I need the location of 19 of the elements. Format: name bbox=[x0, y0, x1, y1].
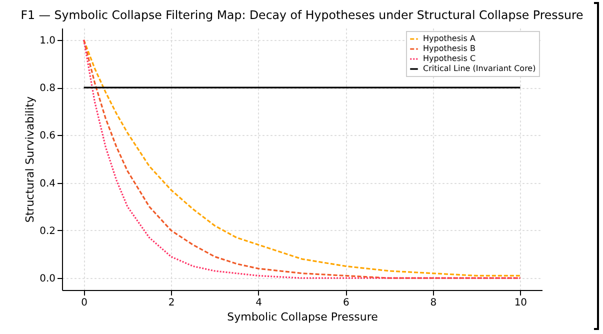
y-tick-label: 0.4 bbox=[40, 178, 56, 190]
y-tick-label: 1.0 bbox=[40, 35, 56, 46]
y-tick-label: 0.0 bbox=[40, 274, 56, 285]
y-tick-label: 0.6 bbox=[40, 130, 56, 142]
legend-label: Hypothesis A bbox=[423, 34, 476, 43]
y-axis-title: Structural Survivability bbox=[24, 96, 37, 223]
legend-label: Critical Line (Invariant Core) bbox=[423, 64, 536, 73]
x-tick-label: 8 bbox=[430, 298, 437, 308]
chart-title: F1 — Symbolic Collapse Filtering Map: Decay of Hypotheses under Structural Collapse Pressure bbox=[20, 8, 584, 22]
x-tick-label: 10 bbox=[514, 298, 528, 308]
y-tick-label: 0.2 bbox=[40, 226, 56, 237]
x-axis-title: Symbolic Collapse Pressure bbox=[227, 310, 378, 324]
x-tick-label: 6 bbox=[342, 298, 350, 308]
x-tick-label: 2 bbox=[168, 298, 175, 308]
x-tick-label: 0 bbox=[81, 298, 88, 308]
y-tick-label: 0.8 bbox=[40, 83, 56, 94]
legend-label: Hypothesis C bbox=[423, 54, 476, 63]
x-tick-label: 4 bbox=[256, 298, 262, 308]
legend-label: Hypothesis B bbox=[423, 44, 476, 53]
